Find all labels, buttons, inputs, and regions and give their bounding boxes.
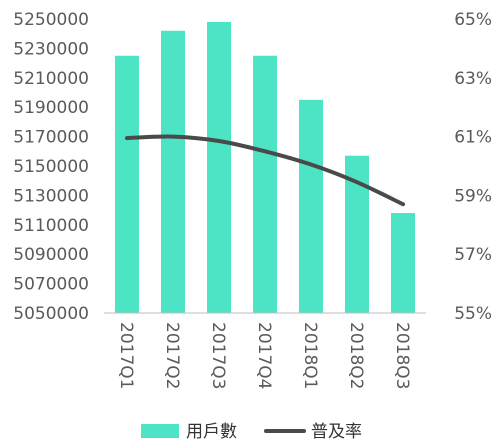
bar-series xyxy=(115,21,415,313)
left-tick-label: 5110000 xyxy=(13,216,89,236)
legend-label-users: 用戶數 xyxy=(186,422,237,442)
bar xyxy=(299,99,323,313)
bar xyxy=(253,55,277,313)
bar xyxy=(115,55,139,313)
right-axis-ticks: 65% 63% 61% 59% 57% 55% xyxy=(454,10,492,324)
left-tick-label: 5150000 xyxy=(13,157,89,177)
x-tick-label: 2018Q2 xyxy=(346,322,366,389)
left-tick-label: 5230000 xyxy=(13,39,89,59)
right-tick-label: 59% xyxy=(454,186,492,206)
bar xyxy=(161,30,185,313)
legend: 用戶數 普及率 xyxy=(141,422,362,442)
left-tick-label: 5170000 xyxy=(13,128,89,148)
left-axis-ticks: 5250000 5230000 5210000 5190000 5170000 51500… xyxy=(13,10,89,324)
right-tick-label: 61% xyxy=(454,128,492,148)
left-tick-label: 5070000 xyxy=(13,275,89,295)
line-series xyxy=(125,134,405,207)
right-tick-label: 63% xyxy=(454,69,492,89)
left-tick-label: 5210000 xyxy=(13,69,89,89)
x-axis-ticks: 2017Q1 2017Q2 2017Q3 2017Q4 2018Q1 2018Q2 2018… xyxy=(116,322,412,389)
x-tick-label: 2018Q1 xyxy=(300,322,320,389)
left-tick-label: 5130000 xyxy=(13,186,89,206)
left-tick-label: 5050000 xyxy=(13,304,89,324)
legend-label-penetration: 普及率 xyxy=(311,422,362,442)
left-tick-label: 5190000 xyxy=(13,98,89,118)
bar xyxy=(391,213,415,313)
x-tick-label: 2018Q3 xyxy=(392,322,412,389)
right-tick-label: 55% xyxy=(454,304,492,324)
left-tick-label: 5250000 xyxy=(13,10,89,30)
x-tick-label: 2017Q2 xyxy=(162,322,182,389)
right-tick-label: 57% xyxy=(454,245,492,265)
left-tick-label: 5090000 xyxy=(13,245,89,265)
bar xyxy=(207,21,231,313)
right-tick-label: 65% xyxy=(454,10,492,30)
x-tick-label: 2017Q3 xyxy=(208,322,228,389)
x-tick-label: 2017Q1 xyxy=(116,322,136,389)
legend-swatch-users xyxy=(141,424,179,438)
x-tick-label: 2017Q4 xyxy=(254,322,274,389)
